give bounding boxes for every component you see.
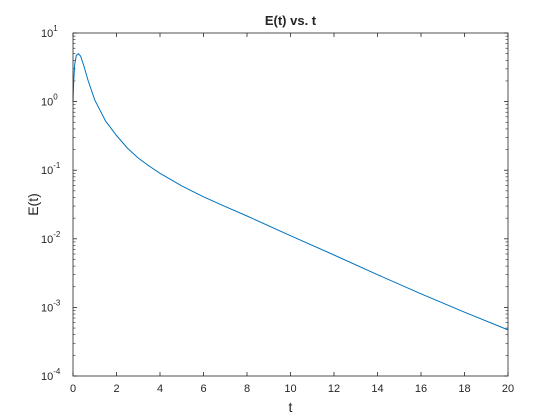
x-tick-label: 0	[70, 383, 76, 395]
y-tick-label: 10-4	[41, 367, 61, 383]
y-tick-label: 10-2	[41, 230, 61, 246]
x-tick-label: 12	[328, 383, 340, 395]
x-tick-label: 2	[113, 383, 119, 395]
x-tick-label: 4	[157, 383, 163, 395]
x-tick-label: 14	[371, 383, 383, 395]
x-tick-label: 16	[415, 383, 427, 395]
plot-frame	[72, 32, 509, 377]
y-tick-label: 100	[41, 93, 58, 109]
x-tick-label: 8	[244, 383, 250, 395]
x-tick-label: 20	[502, 383, 514, 395]
y-tick-label: 101	[41, 24, 58, 40]
x-tick-label: 18	[458, 383, 470, 395]
x-axis-label: t	[289, 399, 293, 415]
x-tick-label: 10	[284, 383, 296, 395]
series-group	[72, 53, 509, 331]
y-tick-label: 10-3	[41, 298, 61, 314]
x-tick-label: 6	[200, 383, 206, 395]
axes: 0 2 4 6 8 10 12 14 16 18 20 10-4 10-3 10-2 10-1 100 101	[41, 24, 514, 395]
y-axis-label: E(t)	[25, 193, 41, 216]
y-tick-label: 10-1	[41, 161, 61, 177]
plot-area	[73, 33, 508, 376]
series-line	[72, 53, 509, 331]
chart-title: E(t) vs. t	[265, 13, 317, 28]
